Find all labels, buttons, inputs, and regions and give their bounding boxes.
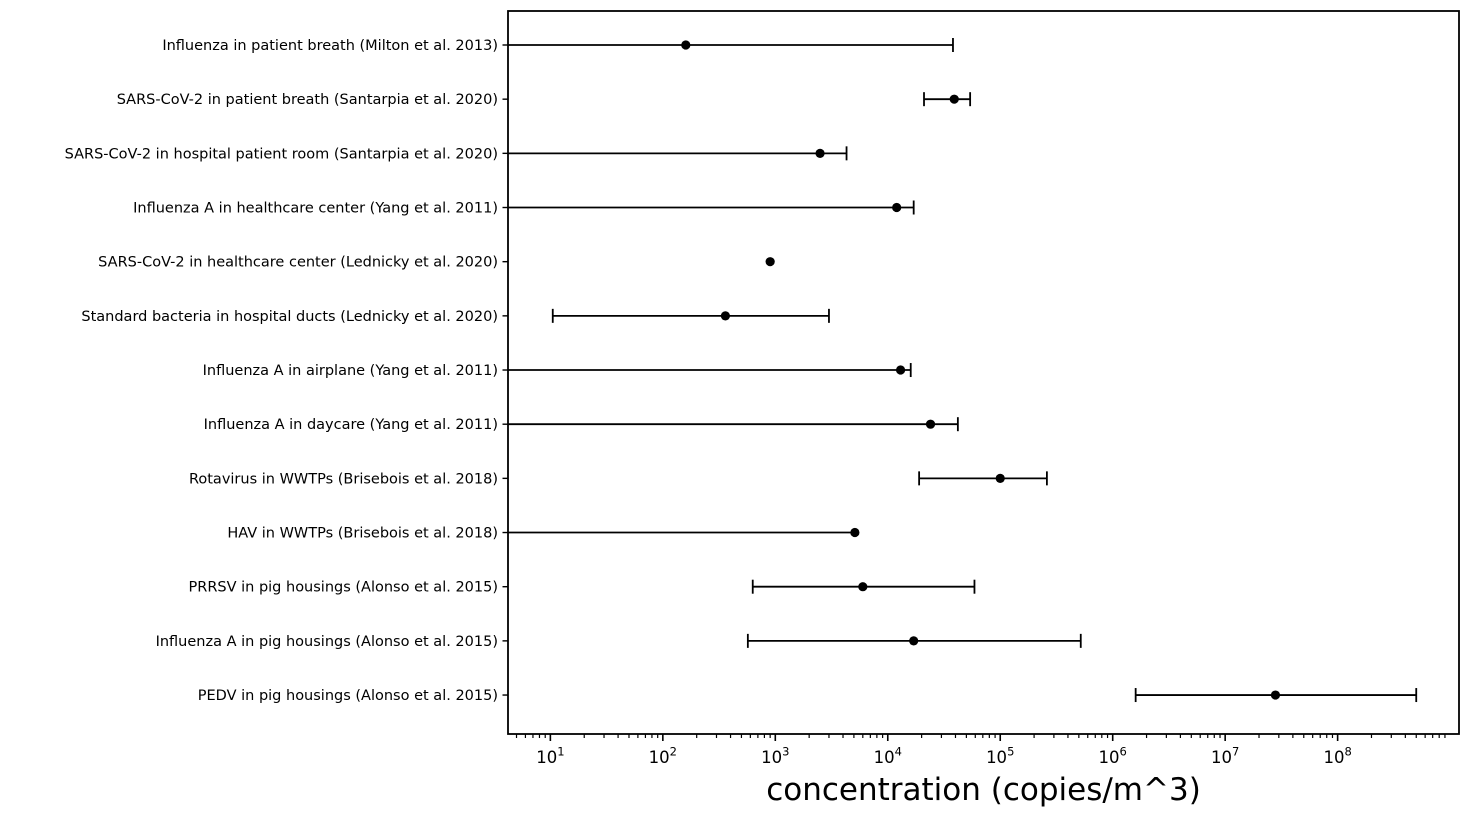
data-point <box>909 636 919 646</box>
x-tick-label: 107 <box>1211 745 1239 768</box>
x-tick-label: 104 <box>874 745 902 768</box>
x-tick-label: 102 <box>649 745 677 768</box>
y-category-label: PRRSV in pig housings (Alonso et al. 201… <box>189 580 499 596</box>
x-tick-label: 105 <box>986 745 1014 768</box>
y-category-label: Influenza A in daycare (Yang et al. 2011… <box>204 417 498 433</box>
data-point <box>720 311 731 321</box>
x-tick-label: 108 <box>1323 745 1351 768</box>
y-category-label: Influenza A in healthcare center (Yang e… <box>133 201 498 217</box>
y-category-label: SARS-CoV-2 in healthcare center (Lednick… <box>98 255 498 271</box>
x-tick-label: 101 <box>536 745 564 768</box>
data-point <box>765 257 775 267</box>
y-category-label: SARS-CoV-2 in hospital patient room (San… <box>65 146 498 162</box>
plot-frame <box>507 10 1460 735</box>
y-category-label: Standard bacteria in hospital ducts (Led… <box>81 309 498 325</box>
y-category-label: Influenza in patient breath (Milton et a… <box>162 38 498 54</box>
data-point <box>895 365 906 375</box>
y-category-label: Rotavirus in WWTPs (Brisebois et al. 201… <box>189 471 498 487</box>
data-point <box>1270 690 1281 700</box>
y-category-label: PEDV in pig housings (Alonso et al. 2015… <box>198 688 498 704</box>
data-point <box>850 527 860 538</box>
data-point <box>925 419 936 429</box>
x-tick-label: 106 <box>1099 745 1127 768</box>
y-category-label: SARS-CoV-2 in patient breath (Santarpia … <box>117 92 498 108</box>
data-point <box>858 582 868 592</box>
data-point <box>681 40 691 50</box>
data-point <box>815 148 825 158</box>
x-axis-title: concentration (copies/m^3) <box>766 772 1201 808</box>
y-category-label: HAV in WWTPs (Brisebois et al. 2018) <box>227 526 498 542</box>
x-tick-label: 103 <box>761 745 789 768</box>
data-point <box>995 473 1005 483</box>
y-category-label: Influenza A in pig housings (Alonso et a… <box>156 634 498 650</box>
data-point <box>949 94 959 104</box>
data-point <box>892 202 902 213</box>
y-category-label: Influenza A in airplane (Yang et al. 201… <box>203 363 498 379</box>
